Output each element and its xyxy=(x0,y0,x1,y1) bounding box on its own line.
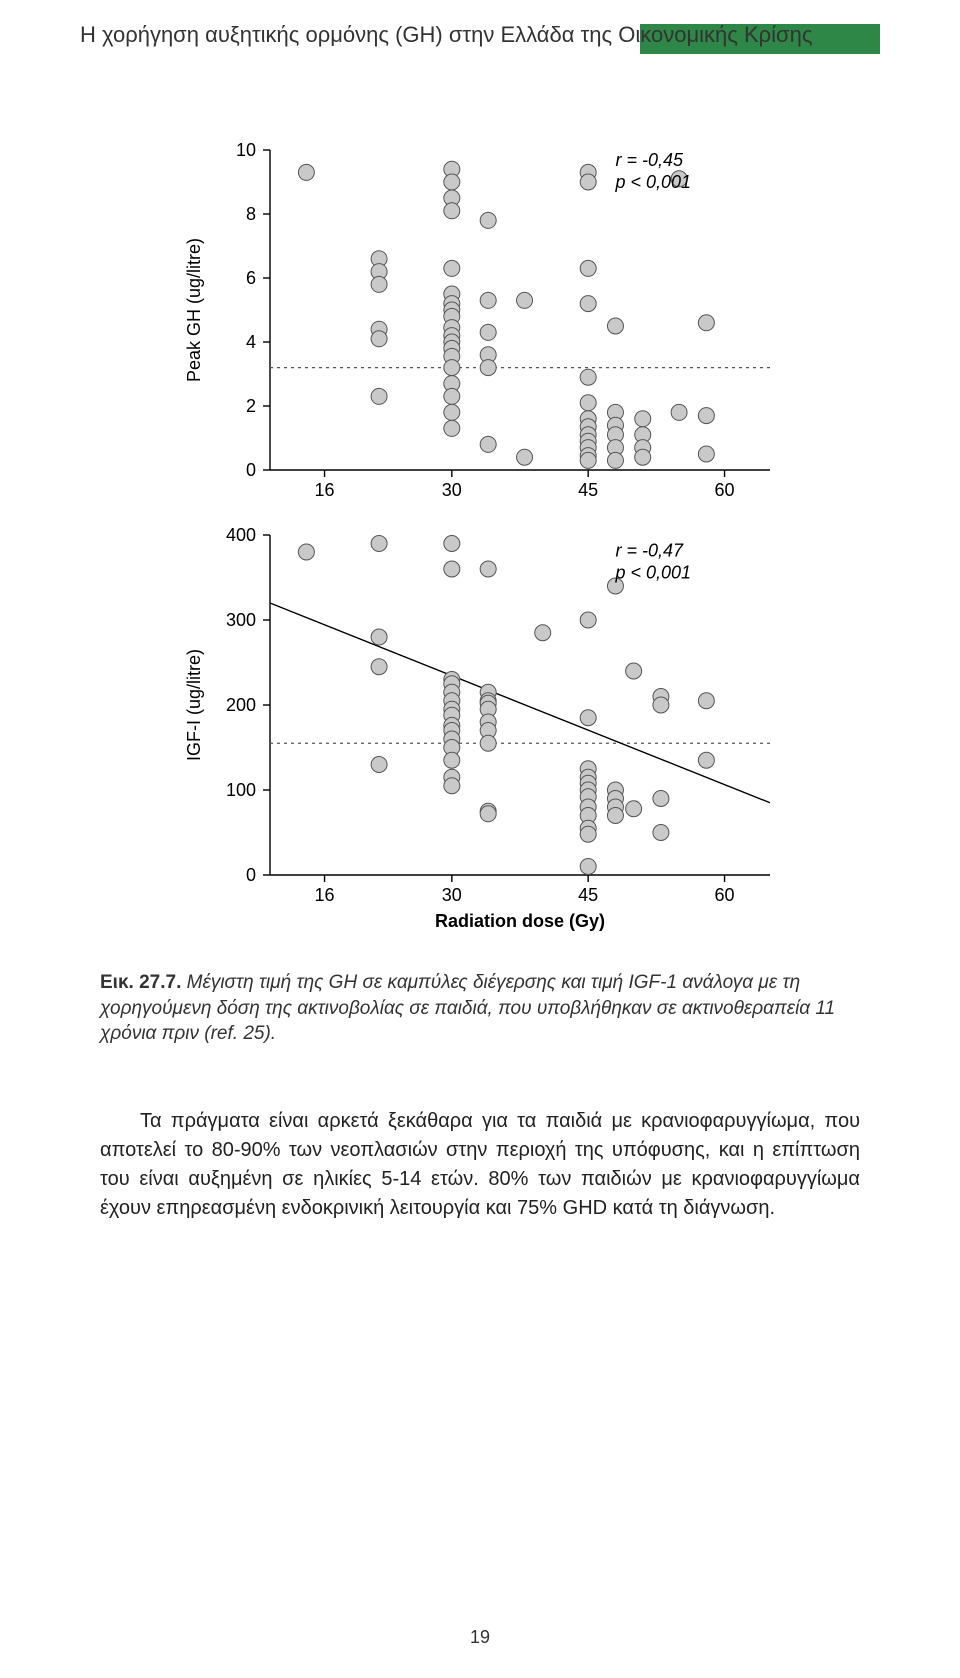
svg-text:p < 0,001: p < 0,001 xyxy=(614,172,691,192)
svg-text:p < 0,001: p < 0,001 xyxy=(614,562,691,582)
svg-text:2: 2 xyxy=(246,396,256,416)
svg-text:r = -0,45: r = -0,45 xyxy=(615,150,684,170)
svg-text:6: 6 xyxy=(246,268,256,288)
page-number: 19 xyxy=(0,1627,960,1648)
svg-text:45: 45 xyxy=(578,885,598,905)
svg-text:400: 400 xyxy=(226,525,256,545)
svg-text:200: 200 xyxy=(226,695,256,715)
svg-text:45: 45 xyxy=(578,480,598,500)
svg-text:100: 100 xyxy=(226,780,256,800)
figure-caption-text: Μέγιστη τιμή της GH σε καμπύλες διέγερση… xyxy=(100,972,835,1044)
svg-text:30: 30 xyxy=(442,885,462,905)
header-bar: Η χορήγηση αυξητικής ορμόνης (GH) στην Ε… xyxy=(80,18,880,60)
svg-text:0: 0 xyxy=(246,460,256,480)
body-paragraph: Τα πράγματα είναι αρκετά ξεκάθαρα για τα… xyxy=(100,1107,860,1223)
svg-text:Radiation dose (Gy): Radiation dose (Gy) xyxy=(435,911,605,931)
svg-text:4: 4 xyxy=(246,332,256,352)
svg-text:Peak GH (ug/litre): Peak GH (ug/litre) xyxy=(184,238,204,382)
figure-area: 0 2 4 6 8 10 16 30 45 60 Peak GH (ug/litre) r = -0,… xyxy=(150,130,810,940)
page: Η χορήγηση αυξητικής ορμόνης (GH) στην Ε… xyxy=(0,18,960,1678)
svg-text:10: 10 xyxy=(236,140,256,160)
figure-number: Εικ. 27.7. xyxy=(100,972,181,993)
page-title: Η χορήγηση αυξητικής ορμόνης (GH) στην Ε… xyxy=(80,22,812,48)
figure-caption: Εικ. 27.7. Μέγιστη τιμή της GH σε καμπύλ… xyxy=(100,970,860,1047)
svg-text:8: 8 xyxy=(246,204,256,224)
svg-text:30: 30 xyxy=(442,480,462,500)
svg-text:16: 16 xyxy=(315,885,335,905)
svg-text:60: 60 xyxy=(715,480,735,500)
svg-text:r = -0,47: r = -0,47 xyxy=(615,540,684,560)
scatter-chart-peak-gh: 0 2 4 6 8 10 16 30 45 60 Peak GH (ug/litre) r = -0,… xyxy=(150,130,810,515)
svg-text:60: 60 xyxy=(715,885,735,905)
svg-text:16: 16 xyxy=(315,480,335,500)
svg-text:300: 300 xyxy=(226,610,256,630)
svg-text:IGF-I (ug/litre): IGF-I (ug/litre) xyxy=(184,649,204,761)
svg-text:0: 0 xyxy=(246,865,256,885)
scatter-chart-igf1: 0 100 200 300 400 16 30 45 60 IGF-I (ug/litre) Rad… xyxy=(150,515,810,940)
